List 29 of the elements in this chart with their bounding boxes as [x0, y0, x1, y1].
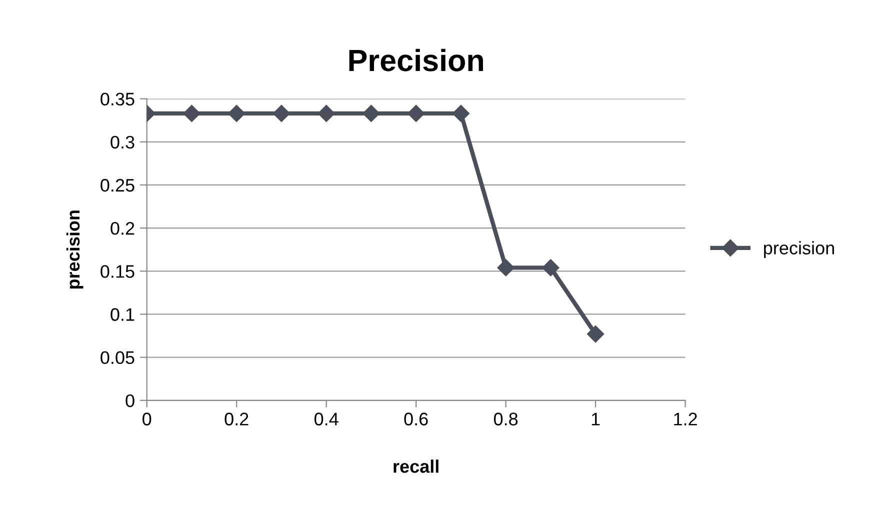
legend-label: precision: [764, 241, 834, 258]
x-axis-title: recall: [394, 460, 438, 473]
x-tick-label: 1.2: [674, 412, 697, 426]
x-tick-label: 0.8: [494, 412, 518, 426]
y-axis-title: precision: [66, 210, 84, 289]
x-tick-label: 0.6: [404, 412, 428, 426]
y-tick-label: 0.35: [100, 92, 134, 106]
point: [452, 104, 470, 122]
point: [318, 104, 335, 122]
point: [183, 104, 200, 122]
chart-title: Precision: [349, 48, 483, 72]
x-tick-label: 0.4: [314, 412, 338, 426]
point: [497, 259, 514, 276]
x-tick-label: 0.2: [224, 412, 248, 426]
y-tick-label: 0.3: [110, 136, 134, 149]
y-tick-label: 0.25: [100, 178, 134, 192]
x-tick-label: 0: [142, 412, 152, 426]
y-tick-label: 0.15: [100, 265, 134, 278]
point: [362, 104, 380, 122]
y-tick-label: 0.05: [100, 351, 134, 364]
point: [587, 325, 604, 343]
point: [272, 104, 290, 122]
point: [542, 259, 560, 276]
point: [408, 104, 425, 122]
x-tick-label: 1: [592, 412, 600, 426]
y-tick-label: 0.2: [110, 222, 134, 235]
y-tick-label: 0.1: [110, 308, 134, 321]
point: [228, 104, 246, 122]
y-tick-label: 0: [126, 394, 134, 408]
